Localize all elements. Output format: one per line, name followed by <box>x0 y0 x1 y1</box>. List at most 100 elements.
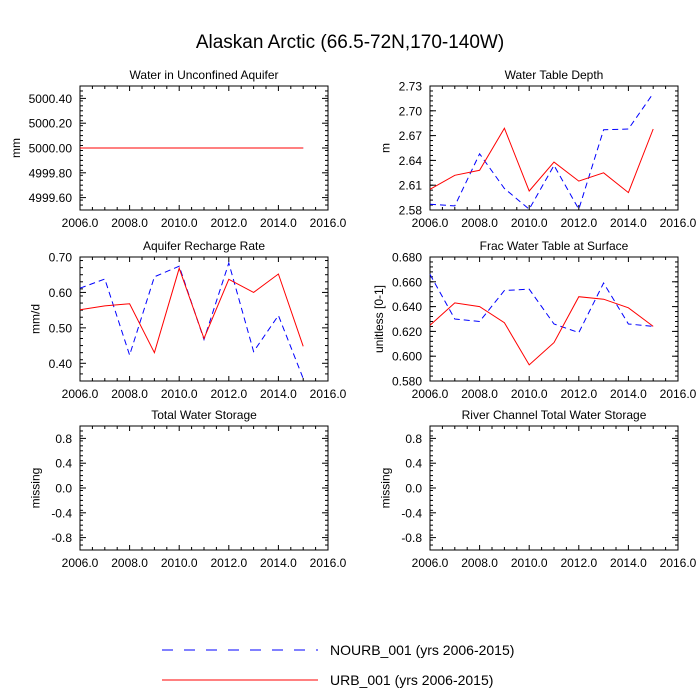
chart-panel-1: Water Table Depth 2006.0 2008.0 2010.0 2012.… <box>379 68 697 230</box>
y-tick-label: 0.40 <box>49 357 73 371</box>
y-tick-label: 0.70 <box>49 251 73 265</box>
y-tick-label: 2.73 <box>399 80 423 94</box>
x-tick-label: 2016.0 <box>310 216 347 230</box>
y-tick-label: 0.8 <box>405 432 422 446</box>
x-tick-label: 2012.0 <box>560 216 597 230</box>
x-tick-label: 2016.0 <box>310 387 347 401</box>
x-tick-label: 2008.0 <box>111 216 148 230</box>
x-tick-label: 2006.0 <box>412 387 449 401</box>
panel-title: Total Water Storage <box>151 408 257 422</box>
series-line-nourb <box>429 274 654 334</box>
series-line-nourb <box>429 93 654 211</box>
y-tick-label: 4999.60 <box>29 191 73 205</box>
y-tick-label: 0.4 <box>405 457 422 471</box>
x-tick-label: 2014.0 <box>260 556 297 570</box>
x-tick-label: 2008.0 <box>461 216 498 230</box>
plot-frame <box>429 425 679 551</box>
x-tick-label: 2010.0 <box>511 216 548 230</box>
y-tick-label: -0.8 <box>401 531 422 545</box>
x-tick-label: 2012.0 <box>210 216 247 230</box>
y-axis-label: mm <box>9 138 23 158</box>
plot-frame <box>429 256 679 382</box>
y-tick-label: 5000.00 <box>29 142 73 156</box>
chart-panel-2: Aquifer Recharge Rate 2006.0 2008.0 2010.0 2… <box>29 239 347 401</box>
y-tick-label: 4999.80 <box>29 166 73 180</box>
y-tick-label: -0.4 <box>401 506 422 520</box>
x-tick-label: 2010.0 <box>161 216 198 230</box>
x-tick-label: 2014.0 <box>610 216 647 230</box>
x-tick-label: 2010.0 <box>161 387 198 401</box>
figure-title: Alaskan Arctic (66.5-72N,170-140W) <box>195 32 505 53</box>
x-tick-label: 2006.0 <box>62 216 99 230</box>
y-tick-label: 0.680 <box>392 251 422 265</box>
legend-label-nourb: NOURB_001 (yrs 2006-2015) <box>330 642 514 658</box>
y-tick-label: 0.580 <box>392 375 422 389</box>
plot-frame <box>79 256 329 382</box>
series-line-urb <box>429 127 654 194</box>
series-line-urb <box>429 296 654 366</box>
plot-frame <box>429 85 679 211</box>
y-tick-label: 2.70 <box>399 104 423 118</box>
y-tick-label: 0.640 <box>392 300 422 314</box>
y-tick-label: 0.4 <box>55 457 72 471</box>
x-tick-label: 2012.0 <box>210 556 247 570</box>
x-tick-label: 2006.0 <box>62 387 99 401</box>
y-tick-label: 0.620 <box>392 325 422 339</box>
y-tick-label: 2.67 <box>399 129 423 143</box>
y-axis-label: m <box>379 143 393 153</box>
chart-panel-3: Frac Water Table at Surface 2006.0 2008.0 2… <box>372 239 697 401</box>
series-line-urb <box>79 266 304 355</box>
y-tick-label: -0.8 <box>51 531 72 545</box>
x-tick-label: 2010.0 <box>511 556 548 570</box>
legend: NOURB_001 (yrs 2006-2015) URB_001 (yrs 2… <box>162 642 514 688</box>
y-tick-label: 2.58 <box>399 204 423 218</box>
x-tick-label: 2006.0 <box>62 556 99 570</box>
panel-title: River Channel Total Water Storage <box>462 408 647 422</box>
panel-title: Aquifer Recharge Rate <box>143 239 265 253</box>
x-tick-label: 2016.0 <box>660 216 697 230</box>
y-tick-label: 0.50 <box>49 321 73 335</box>
x-tick-label: 2014.0 <box>610 387 647 401</box>
x-tick-label: 2012.0 <box>560 556 597 570</box>
y-tick-label: 0.0 <box>55 482 72 496</box>
panel-title: Water Table Depth <box>505 68 604 82</box>
y-axis-label: missing <box>379 468 393 509</box>
x-tick-label: 2016.0 <box>660 556 697 570</box>
x-tick-label: 2008.0 <box>111 387 148 401</box>
y-tick-label: 2.61 <box>399 179 423 193</box>
panels-group: Water in Unconfined Aquifer 2006.0 2008.0 2… <box>9 68 697 570</box>
plot-frame <box>79 425 329 551</box>
x-tick-label: 2014.0 <box>260 216 297 230</box>
y-tick-label: -0.4 <box>51 506 72 520</box>
y-tick-label: 0.8 <box>55 432 72 446</box>
x-tick-label: 2012.0 <box>210 387 247 401</box>
x-tick-label: 2012.0 <box>560 387 597 401</box>
x-tick-label: 2008.0 <box>461 556 498 570</box>
legend-label-urb: URB_001 (yrs 2006-2015) <box>330 672 493 688</box>
y-tick-label: 5000.20 <box>29 117 73 131</box>
x-tick-label: 2006.0 <box>412 556 449 570</box>
y-axis-label: mm/d <box>29 304 43 334</box>
y-axis-label: missing <box>29 468 43 509</box>
x-tick-label: 2006.0 <box>412 216 449 230</box>
chart-panel-0: Water in Unconfined Aquifer 2006.0 2008.0 2… <box>9 68 347 230</box>
y-tick-label: 0.60 <box>49 286 73 300</box>
x-tick-label: 2008.0 <box>461 387 498 401</box>
y-tick-label: 0.0 <box>405 482 422 496</box>
y-tick-label: 0.660 <box>392 275 422 289</box>
chart-panel-5: River Channel Total Water Storage 2006.0 2… <box>379 408 697 570</box>
x-tick-label: 2010.0 <box>161 556 198 570</box>
x-tick-label: 2014.0 <box>610 556 647 570</box>
panel-title: Water in Unconfined Aquifer <box>130 68 279 82</box>
panel-title: Frac Water Table at Surface <box>480 239 629 253</box>
y-tick-label: 5000.40 <box>29 92 73 106</box>
y-tick-label: 0.600 <box>392 350 422 364</box>
x-tick-label: 2008.0 <box>111 556 148 570</box>
y-tick-label: 2.64 <box>399 154 423 168</box>
chart-panel-4: Total Water Storage 2006.0 2008.0 2010.0 201… <box>29 408 347 570</box>
x-tick-label: 2016.0 <box>660 387 697 401</box>
x-tick-label: 2014.0 <box>260 387 297 401</box>
y-axis-label: unitless [0-1] <box>372 285 386 353</box>
x-tick-label: 2016.0 <box>310 556 347 570</box>
